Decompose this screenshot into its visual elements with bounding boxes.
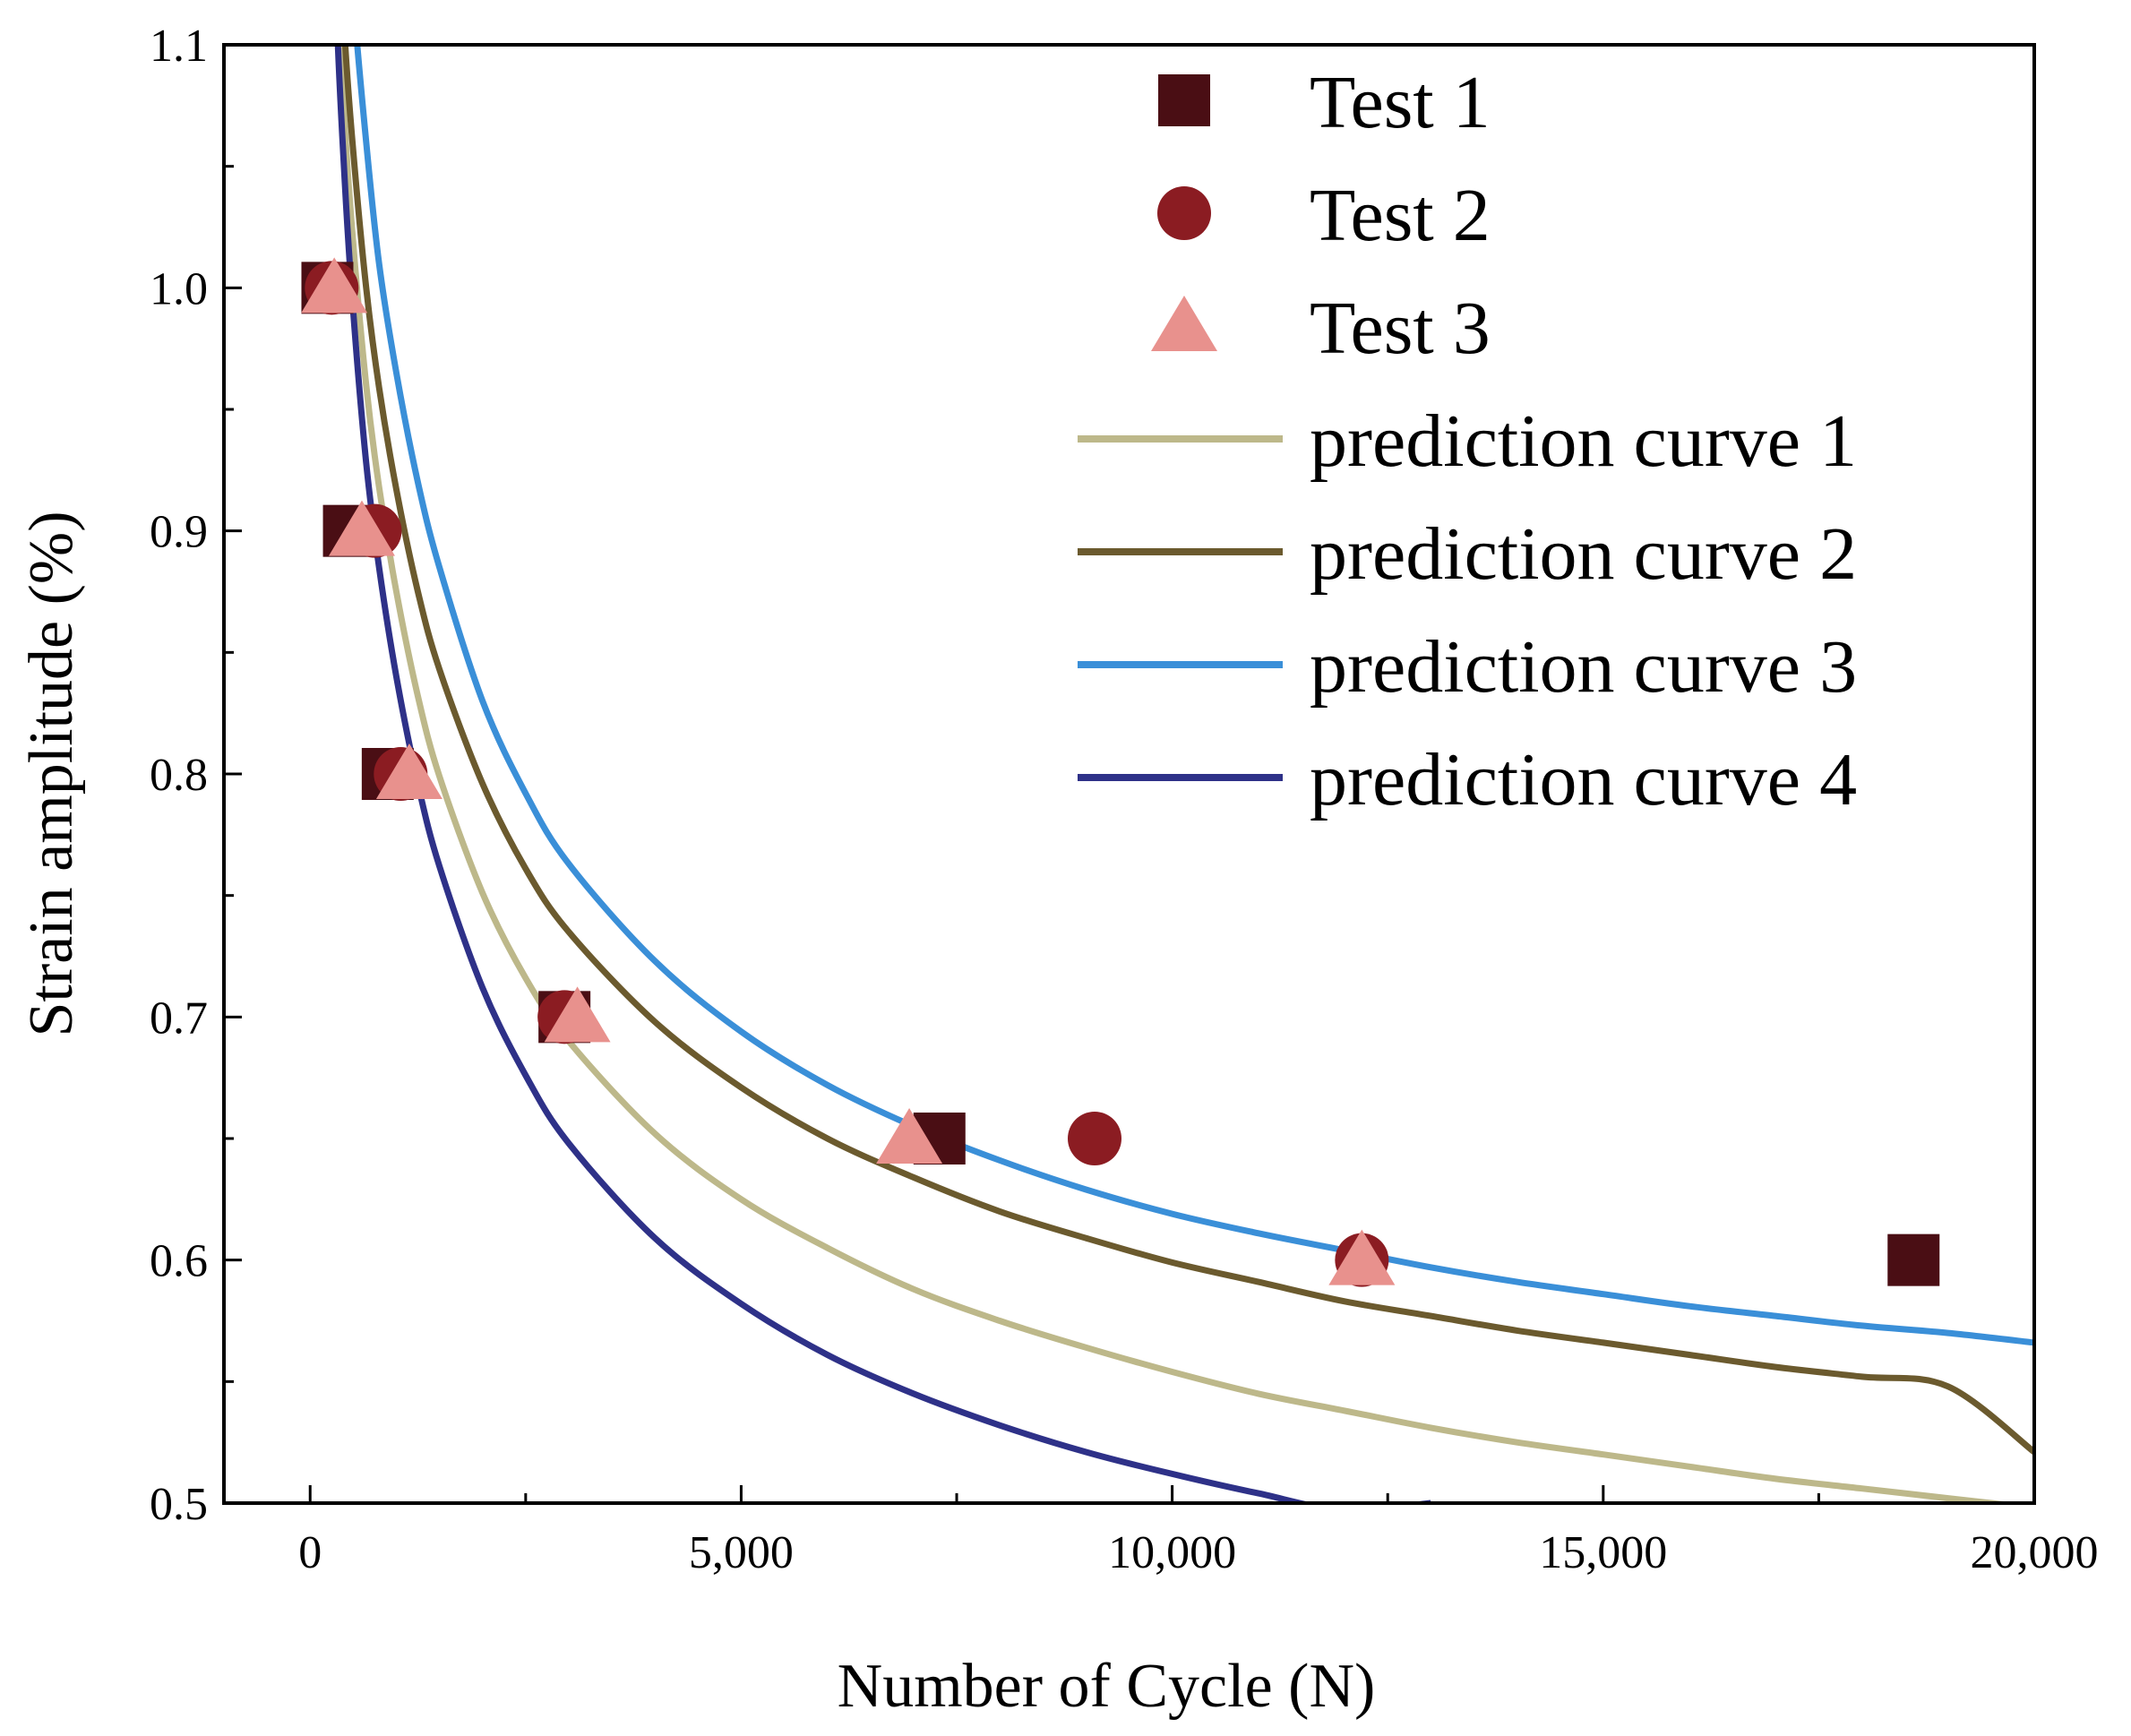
test-2-point bbox=[1068, 1112, 1122, 1165]
test-3-point bbox=[301, 257, 368, 314]
test-1-point bbox=[1887, 1233, 1940, 1286]
data-markers bbox=[301, 257, 1940, 1287]
prediction-curve-3 bbox=[354, 45, 2034, 1346]
prediction-curves bbox=[334, 45, 2034, 1503]
legend-marker-test-1 bbox=[1158, 74, 1210, 126]
y-tick-label: 0.6 bbox=[150, 1236, 208, 1287]
test-3-point bbox=[876, 1108, 943, 1164]
x-tick-label: 10,000 bbox=[1108, 1527, 1236, 1578]
prediction-curve-1 bbox=[337, 45, 2020, 1503]
x-axis: 0 5,000 10,000 15,000 20,000 bbox=[298, 1485, 2099, 1578]
test-3-point bbox=[544, 986, 611, 1043]
x-tick-label: 15,000 bbox=[1539, 1527, 1667, 1578]
test-3-point bbox=[1328, 1229, 1396, 1285]
y-tick-label: 0.5 bbox=[150, 1479, 208, 1530]
y-axis: 0.5 0.6 0.7 0.8 0.9 1.0 1.1 bbox=[150, 21, 242, 1530]
legend-label-test-2: Test 2 bbox=[1310, 174, 1491, 257]
legend-marker-test-2 bbox=[1157, 186, 1211, 240]
y-tick-label: 0.8 bbox=[150, 750, 208, 801]
legend-label-test-3: Test 3 bbox=[1310, 287, 1491, 370]
prediction-curve-4 bbox=[334, 45, 1431, 1503]
test-3-point bbox=[375, 743, 443, 799]
y-tick-label: 1.1 bbox=[150, 21, 208, 72]
y-tick-label: 0.9 bbox=[150, 507, 208, 558]
legend: Test 1 Test 2 Test 3 prediction curve 1 pred… bbox=[1078, 61, 1857, 821]
legend-label-test-1: Test 1 bbox=[1310, 61, 1491, 144]
legend-label-curve-4: prediction curve 4 bbox=[1310, 738, 1857, 821]
x-axis-title: Number of Cycle (N) bbox=[838, 1652, 1376, 1721]
x-tick-label: 0 bbox=[298, 1527, 322, 1578]
x-tick-label: 5,000 bbox=[689, 1527, 794, 1578]
prediction-curve-2 bbox=[341, 45, 2034, 1455]
y-axis-title: Strain amplitude (%) bbox=[17, 511, 86, 1036]
test-3-point bbox=[328, 500, 395, 556]
y-tick-label: 0.7 bbox=[150, 993, 208, 1044]
y-tick-label: 1.0 bbox=[150, 263, 208, 314]
x-tick-label: 20,000 bbox=[1971, 1527, 2099, 1578]
legend-label-curve-2: prediction curve 2 bbox=[1310, 512, 1857, 596]
legend-marker-test-3 bbox=[1151, 296, 1217, 351]
legend-label-curve-1: prediction curve 1 bbox=[1310, 400, 1857, 483]
legend-label-curve-3: prediction curve 3 bbox=[1310, 625, 1857, 709]
